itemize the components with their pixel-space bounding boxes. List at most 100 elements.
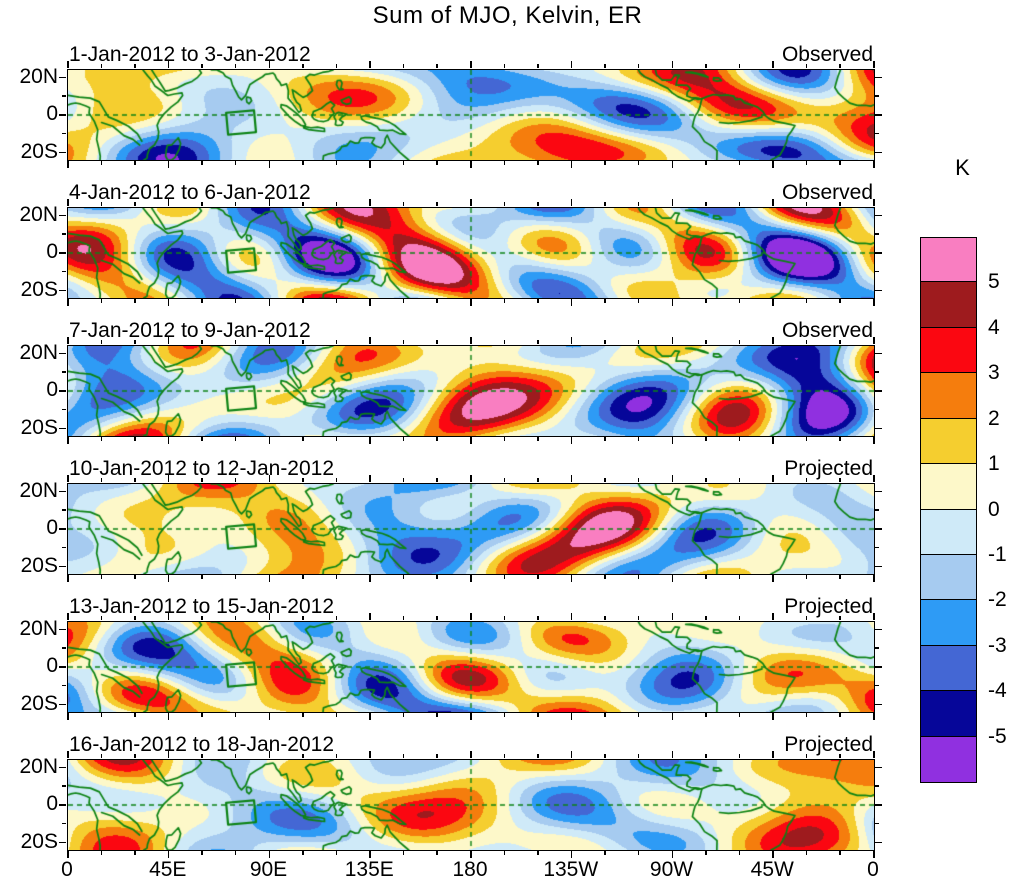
colorbar-tick-label: -5 — [988, 724, 1007, 748]
tick-mark — [369, 850, 371, 858]
map-panel-6 — [58, 750, 882, 858]
tick-mark — [67, 198, 69, 206]
tick-mark — [604, 615, 606, 620]
tick-mark — [874, 214, 882, 216]
tick-mark — [570, 336, 573, 344]
tick-mark — [874, 390, 882, 392]
map-canvas-6 — [67, 759, 875, 851]
tick-mark — [570, 60, 573, 68]
tick-mark — [470, 850, 472, 858]
tick-mark — [61, 546, 66, 549]
tick-mark — [570, 160, 573, 168]
tick-mark — [234, 850, 237, 855]
tick-mark — [503, 63, 506, 68]
tick-mark — [671, 750, 673, 758]
tick-mark — [874, 289, 882, 291]
tick-mark — [369, 574, 371, 582]
tick-mark — [61, 684, 66, 687]
tick-mark — [335, 477, 338, 482]
y-axis-label: 20N — [19, 616, 58, 640]
tick-mark — [874, 76, 882, 78]
tick-mark — [268, 160, 270, 168]
tick-mark — [570, 298, 573, 306]
tick-mark — [302, 436, 304, 441]
colorbar-tick-label: 1 — [988, 452, 1000, 476]
tick-mark — [268, 298, 270, 306]
tick-mark — [839, 477, 841, 482]
colorbar-cell — [920, 463, 977, 511]
tick-mark — [671, 298, 673, 306]
tick-mark — [335, 436, 338, 441]
tick-mark — [873, 712, 875, 720]
tick-mark — [58, 390, 66, 392]
tick-mark — [839, 339, 841, 344]
tick-mark — [637, 615, 640, 620]
tick-mark — [100, 615, 103, 620]
tick-mark — [874, 151, 882, 153]
y-axis-label: 0 — [46, 654, 58, 677]
tick-mark — [134, 477, 136, 482]
tick-mark — [369, 712, 371, 720]
tick-mark — [738, 436, 741, 441]
tick-mark — [604, 712, 606, 717]
tick-mark — [67, 336, 69, 344]
tick-mark — [873, 60, 875, 68]
tick-mark — [637, 712, 640, 717]
y-axis-label: 0 — [46, 792, 58, 815]
colorbar-tick-label: 0 — [988, 497, 1000, 521]
tick-mark — [201, 63, 203, 68]
tick-mark — [100, 160, 103, 165]
tick-mark — [100, 850, 103, 855]
tick-mark — [604, 298, 606, 303]
map-panel-3 — [58, 336, 882, 444]
tick-mark — [705, 477, 707, 482]
tick-mark — [100, 201, 103, 206]
tick-mark — [874, 666, 882, 668]
tick-mark — [772, 750, 774, 758]
tick-mark — [874, 647, 879, 649]
tick-mark — [335, 339, 338, 344]
tick-mark — [637, 574, 640, 579]
tick-mark — [67, 850, 69, 858]
panel-4-header: 10-Jan-2012 to 12-Jan-2012 Projected — [67, 456, 873, 482]
tick-mark — [201, 574, 203, 579]
tick-mark — [874, 841, 882, 843]
tick-mark — [61, 509, 66, 511]
tick-mark — [268, 474, 270, 482]
tick-mark — [58, 528, 66, 530]
tick-mark — [58, 114, 66, 116]
tick-mark — [58, 214, 66, 216]
tick-mark — [839, 436, 841, 441]
colorbar-tick-label: -2 — [988, 588, 1007, 612]
tick-mark — [805, 753, 808, 758]
tick-mark — [874, 703, 882, 705]
tick-mark — [234, 712, 237, 717]
tick-mark — [167, 60, 170, 68]
tick-mark — [470, 436, 472, 444]
map-panel-4 — [58, 474, 882, 582]
tick-mark — [503, 436, 506, 441]
tick-mark — [335, 615, 338, 620]
tick-mark — [402, 615, 405, 620]
tick-mark — [738, 712, 741, 717]
tick-mark — [369, 750, 371, 758]
tick-mark — [470, 574, 472, 582]
tick-mark — [637, 753, 640, 758]
tick-mark — [268, 574, 270, 582]
tick-mark — [772, 198, 774, 206]
tick-mark — [874, 490, 882, 492]
tick-mark — [874, 252, 882, 254]
tick-mark — [537, 298, 539, 303]
tick-mark — [874, 132, 879, 135]
tick-mark — [436, 201, 438, 206]
tick-mark — [100, 712, 103, 717]
x-axis-label: 90E — [249, 858, 288, 881]
tick-mark — [234, 298, 237, 303]
tick-mark — [167, 160, 170, 168]
tick-mark — [570, 712, 573, 720]
tick-mark — [167, 474, 170, 482]
tick-mark — [705, 339, 707, 344]
tick-mark — [201, 477, 203, 482]
tick-mark — [61, 822, 66, 825]
tick-mark — [402, 160, 405, 165]
